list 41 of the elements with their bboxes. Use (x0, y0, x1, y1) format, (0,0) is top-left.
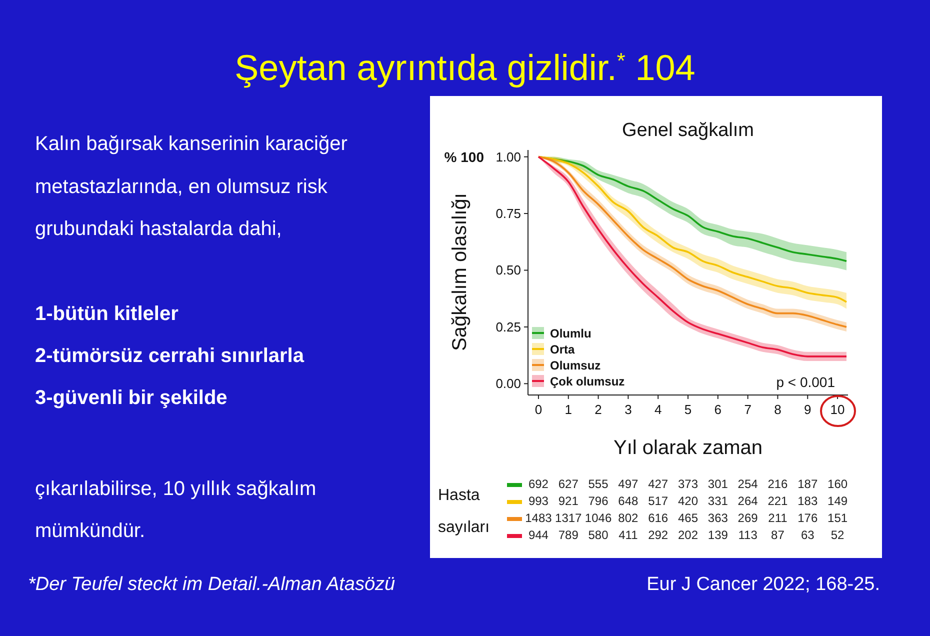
text: 692 627 555 497 427 373 301 254 216 187 160 (528, 477, 848, 491)
text: 1-bütün kitleler (35, 303, 179, 325)
text: Eur J Cancer 2022; 168-25. (646, 574, 880, 595)
text: grubundaki hastalarda dahi, (35, 218, 282, 240)
x-tick-label: 3 (624, 402, 632, 417)
x-tick-label: 8 (774, 402, 782, 417)
x-tick-label: 4 (654, 402, 662, 417)
text: 993 921 796 648 517 420 331 264 221 183 149 (528, 494, 848, 508)
y-tick-label: 0.25 (496, 319, 521, 334)
text: *Der Teufel steckt im Detail.-Alman Atasözü (28, 574, 396, 595)
legend-label: Olumsuz (550, 358, 601, 372)
x-tick-label: 1 (564, 402, 572, 417)
legend-label: Olumlu (550, 326, 592, 340)
text: Şeytan ayrıntıda gizlidir.$^{*}$ 104 (234, 47, 696, 88)
annotation: p < 0.001 (776, 374, 836, 390)
x-tick-label: 9 (804, 402, 812, 417)
text: 1483 1317 1046 802 616 465 363 269 211 176 151 (525, 511, 848, 525)
x-tick-label: 0 (534, 402, 542, 417)
x-tick-label: 5 (684, 402, 692, 417)
x-tick-label: 6 (714, 402, 722, 417)
text: 944 789 580 411 292 202 139 113 87 63 52 (528, 528, 844, 542)
y-tick-label: 0.50 (496, 262, 521, 278)
y-tick-label: 0.00 (496, 376, 521, 392)
text: Hasta sayıları (438, 487, 490, 536)
text: metastazlarında, en olumsuz risk (35, 176, 328, 198)
y-tick-label: 0.75 (496, 206, 521, 222)
y-tick-label: 1.00 (496, 149, 521, 164)
x-tick-label: 2 (594, 402, 602, 417)
legend-label: Çok olumsuz (550, 374, 625, 388)
text: Kalın bağırsak kanserinin karaciğer (35, 133, 348, 155)
legend-label: Orta (550, 342, 575, 356)
text: mümkündür. (35, 520, 146, 542)
y-axis-title: Sağkalım olasılığı (449, 193, 471, 351)
x-axis-title: Yıl olarak zaman (614, 437, 762, 459)
chart-title: Genel sağkalım (622, 120, 754, 141)
text: % 100 (444, 148, 484, 165)
text: 2-tümörsüz cerrahi sınırlarla (35, 345, 305, 367)
text: 3-güvenli bir şekilde (35, 387, 228, 409)
text: çıkarılabilirse, 10 yıllık sağkalım (35, 478, 316, 500)
x-tick-label: 7 (744, 402, 752, 417)
x-tick-label: 10 (830, 402, 845, 417)
